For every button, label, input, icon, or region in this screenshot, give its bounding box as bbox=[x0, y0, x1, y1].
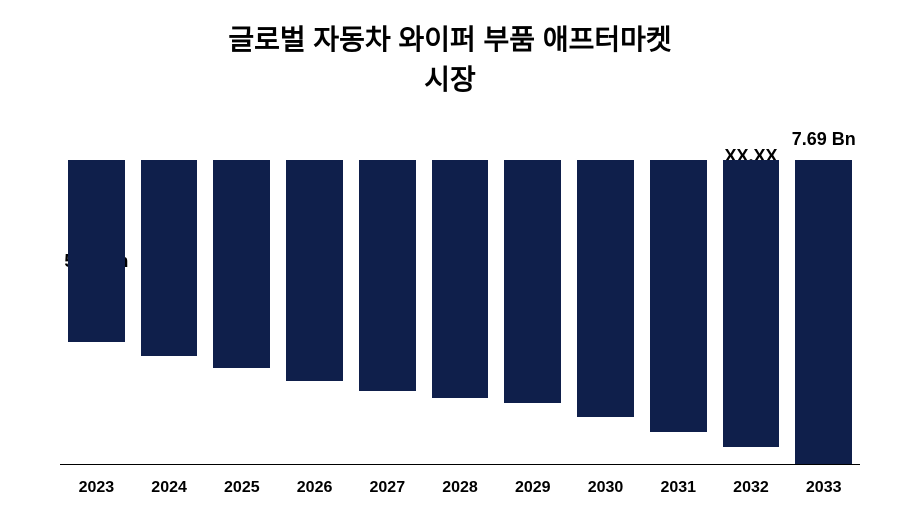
bar bbox=[68, 160, 125, 342]
x-axis-label: 2027 bbox=[351, 479, 424, 497]
x-axis-label: 2029 bbox=[496, 479, 569, 497]
bar-wrap: XX.XX bbox=[715, 160, 788, 464]
bar-wrap: XX.XX bbox=[351, 160, 424, 464]
x-axis-label: 2025 bbox=[205, 479, 278, 497]
chart-plot-area: 5.40 BnXX.XXXX.XXXX.XXXX.XXXX.XXXX.XXXX.… bbox=[60, 160, 860, 465]
x-axis-labels: 2023202420252026202720282029203020312032… bbox=[60, 479, 860, 497]
x-axis-label: 2024 bbox=[133, 479, 206, 497]
bar bbox=[504, 160, 561, 403]
bars-container: 5.40 BnXX.XXXX.XXXX.XXXX.XXXX.XXXX.XXXX.… bbox=[60, 160, 860, 465]
bar-wrap: XX.XX bbox=[133, 160, 206, 464]
bar-wrap: 7.69 Bn bbox=[787, 160, 860, 464]
bar-wrap: XX.XX bbox=[278, 160, 351, 464]
bar-data-label: 7.69 Bn bbox=[792, 129, 856, 150]
x-axis-label: 2031 bbox=[642, 479, 715, 497]
bar bbox=[213, 160, 270, 368]
bar bbox=[432, 160, 489, 398]
bar-wrap: XX.XX bbox=[205, 160, 278, 464]
chart-title-line1: 글로벌 자동차 와이퍼 부품 애프터마켓 bbox=[0, 18, 900, 58]
bar-wrap: XX.XX bbox=[424, 160, 497, 464]
x-axis-label: 2026 bbox=[278, 479, 351, 497]
bar-wrap: 5.40 Bn bbox=[60, 160, 133, 464]
bar bbox=[650, 160, 707, 432]
bar-wrap: XX.XX bbox=[496, 160, 569, 464]
x-axis-label: 2033 bbox=[787, 479, 860, 497]
x-axis-label: 2023 bbox=[60, 479, 133, 497]
bar-wrap: XX.XX bbox=[569, 160, 642, 464]
x-axis-label: 2028 bbox=[424, 479, 497, 497]
bar bbox=[359, 160, 416, 391]
chart-title: 글로벌 자동차 와이퍼 부품 애프터마켓 시장 bbox=[0, 0, 900, 98]
bar bbox=[577, 160, 634, 417]
bar bbox=[723, 160, 780, 447]
bar bbox=[286, 160, 343, 381]
bar bbox=[795, 160, 852, 464]
bar-wrap: XX.XX bbox=[642, 160, 715, 464]
chart-title-line2: 시장 bbox=[0, 58, 900, 98]
x-axis-label: 2032 bbox=[715, 479, 788, 497]
x-axis-label: 2030 bbox=[569, 479, 642, 497]
bar bbox=[141, 160, 198, 356]
